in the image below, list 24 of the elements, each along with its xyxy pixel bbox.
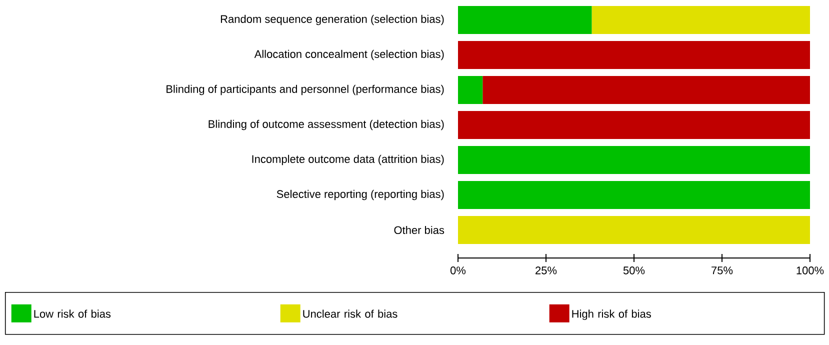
bar [458,76,483,104]
x-tick-label: 75% [712,266,733,274]
bar [458,111,810,139]
bar [592,6,810,34]
y-tick-label: Random sequence generation (selection bias) [220,14,444,26]
x-tick-label: 25% [536,266,557,274]
legend-label: High risk of bias [572,310,651,320]
y-tick-label: Incomplete outcome data (attrition bias) [252,154,444,166]
bar [458,181,810,210]
legend-label: Unclear risk of bias [303,310,398,318]
bar [458,146,810,174]
y-tick-label: Blinding of outcome assessment (detection bias) [208,120,444,130]
bar [482,76,810,104]
y-tick-label: Allocation concealment (selection bias) [254,50,444,60]
x-tick-label: 0% [450,266,466,274]
y-tick-label: Selective reporting (reporting bias) [276,190,444,200]
bar [458,216,810,244]
bar [458,6,592,34]
x-tick-label: 100% [796,266,824,274]
x-tick-label: 50% [623,266,645,274]
y-tick-label: Other bias [394,226,444,234]
y-tick-label: Blinding of participants and personnel (performance bias) [166,84,444,96]
bar [458,40,810,69]
legend-label: Low risk of bias [34,310,111,318]
